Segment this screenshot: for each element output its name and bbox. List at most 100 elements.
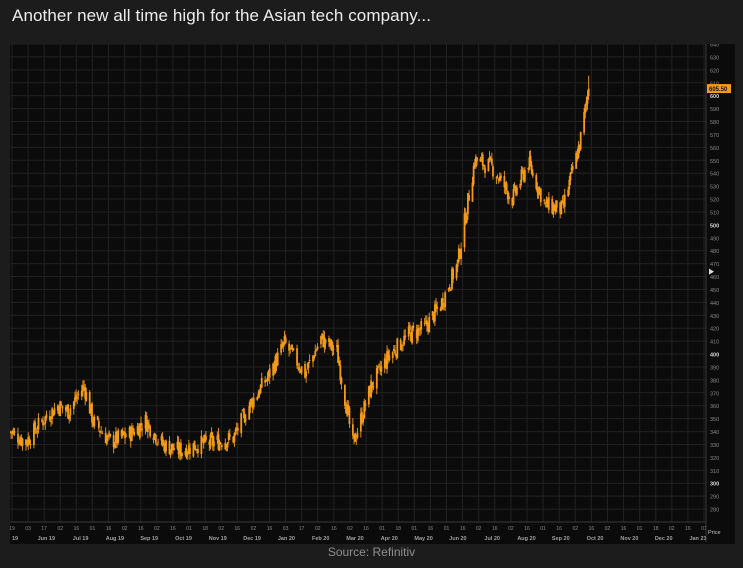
candle-body bbox=[537, 187, 540, 195]
candle-body bbox=[52, 410, 55, 417]
candle-body bbox=[388, 355, 391, 361]
candle-body bbox=[392, 348, 395, 352]
y-tick-label: 290 bbox=[710, 495, 719, 501]
candle-body bbox=[10, 431, 11, 433]
candle-body bbox=[432, 312, 435, 322]
candle-body bbox=[441, 298, 444, 308]
candle-body bbox=[330, 339, 333, 347]
candle-body bbox=[418, 329, 420, 330]
candle-body bbox=[359, 413, 362, 432]
y-tick-label: 400 bbox=[710, 353, 719, 359]
candle-body bbox=[308, 360, 311, 362]
candle-body bbox=[488, 157, 491, 160]
candle-body bbox=[141, 428, 144, 431]
candle-body bbox=[363, 401, 366, 419]
y-tick-label: 500 bbox=[710, 223, 719, 229]
candle-body bbox=[555, 200, 558, 208]
candle-body bbox=[132, 428, 134, 433]
candle-body bbox=[28, 438, 31, 445]
candle-body bbox=[251, 400, 254, 408]
y-tick-label: 570 bbox=[710, 133, 719, 139]
candle-body bbox=[18, 442, 21, 445]
candle-body bbox=[297, 367, 300, 369]
y-tick-label: 530 bbox=[710, 185, 719, 191]
candle-body bbox=[570, 167, 573, 171]
candle-body bbox=[140, 422, 142, 427]
candle-body bbox=[220, 445, 223, 448]
candle-body bbox=[177, 442, 180, 455]
x-month-label: Nov 20 bbox=[620, 536, 638, 542]
candle-body bbox=[452, 269, 455, 280]
y-tick-label: 480 bbox=[710, 249, 719, 255]
x-tick-label: 16 bbox=[621, 526, 627, 532]
candle-body bbox=[305, 371, 308, 377]
x-tick-label: 16 bbox=[235, 526, 241, 532]
candle-body bbox=[451, 268, 453, 289]
x-tick-label: 18 bbox=[653, 526, 659, 532]
candle-body bbox=[107, 434, 109, 438]
candle-body bbox=[403, 335, 406, 345]
candle-body bbox=[503, 176, 506, 188]
candle-body bbox=[42, 420, 44, 426]
candle-body bbox=[50, 420, 52, 423]
candle-body bbox=[456, 259, 459, 267]
y-tick-label: 590 bbox=[710, 107, 719, 113]
candle-body bbox=[415, 329, 418, 339]
candle-body bbox=[585, 101, 588, 106]
candle-body bbox=[355, 439, 358, 441]
candle-body bbox=[385, 359, 387, 368]
y-tick-label: 380 bbox=[710, 378, 719, 384]
candle-body bbox=[173, 448, 175, 451]
candle-body bbox=[11, 431, 14, 434]
candle-body bbox=[416, 327, 419, 341]
x-month-label: Jun 20 bbox=[449, 536, 466, 542]
candle-body bbox=[195, 449, 198, 451]
candle-body bbox=[169, 449, 172, 456]
candle-body bbox=[290, 345, 293, 350]
candle-body bbox=[37, 417, 40, 430]
candle-body bbox=[520, 169, 523, 182]
x-tick-label: 16 bbox=[267, 526, 273, 532]
candle-body bbox=[152, 437, 155, 441]
candle-body bbox=[496, 177, 499, 178]
x-tick-label: 02 bbox=[218, 526, 224, 532]
candle-body bbox=[563, 194, 566, 207]
axis-scroll-arrow-icon bbox=[709, 268, 714, 275]
candle-body bbox=[465, 216, 468, 223]
candle-body bbox=[165, 440, 167, 452]
candle-body bbox=[120, 430, 123, 437]
candle-body bbox=[511, 198, 514, 206]
candle-body bbox=[105, 437, 108, 445]
candle-body bbox=[91, 403, 93, 423]
candle-body bbox=[460, 248, 462, 259]
candle-body bbox=[40, 420, 43, 422]
x-tick-label: 16 bbox=[460, 526, 466, 532]
x-tick-label: 16 bbox=[492, 526, 498, 532]
x-month-label: Aug 20 bbox=[517, 536, 535, 542]
candle-body bbox=[13, 431, 16, 433]
candle-body bbox=[567, 189, 570, 197]
candle-body bbox=[539, 188, 542, 203]
candle-body bbox=[20, 437, 23, 445]
candle-body bbox=[280, 344, 283, 353]
candle-body bbox=[296, 348, 298, 366]
candle-body bbox=[205, 436, 207, 441]
candle-body bbox=[394, 350, 396, 354]
candle-body bbox=[241, 410, 244, 412]
y-tick-label: 470 bbox=[710, 262, 719, 268]
candle-body bbox=[264, 379, 267, 383]
candle-body bbox=[193, 440, 196, 450]
candle-body bbox=[144, 414, 147, 429]
candle-body bbox=[35, 432, 38, 434]
candle-body bbox=[527, 168, 530, 170]
candle-body bbox=[484, 167, 486, 173]
y-tick-label: 360 bbox=[710, 404, 719, 410]
candle-body bbox=[164, 442, 166, 453]
candle-body bbox=[112, 435, 115, 448]
candle-body bbox=[200, 435, 203, 455]
candle-body bbox=[33, 423, 35, 446]
candle-body bbox=[138, 423, 141, 438]
x-tick-label: 01 bbox=[637, 526, 643, 532]
candle-body bbox=[354, 433, 357, 442]
candle-body bbox=[523, 170, 526, 182]
